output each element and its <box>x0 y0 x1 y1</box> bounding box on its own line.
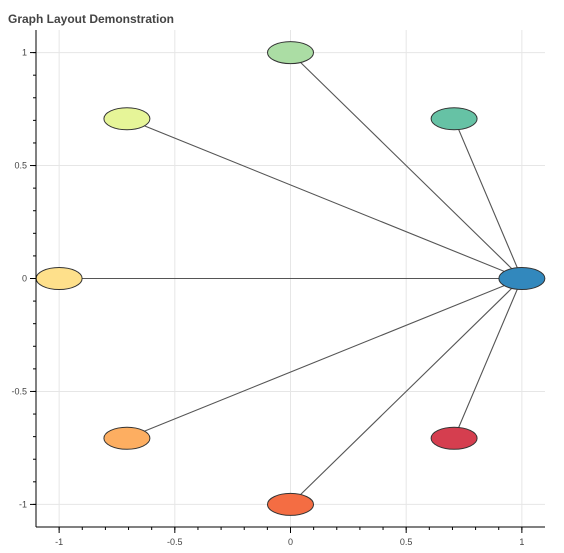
graph-node <box>267 41 314 65</box>
y-tick-label: 0.5 <box>14 161 27 171</box>
graph-node <box>103 426 151 450</box>
graph-edge <box>453 118 523 279</box>
y-tick-label: 1 <box>22 48 27 58</box>
x-tick-label: 0.5 <box>400 537 413 547</box>
graph-edge <box>453 278 523 439</box>
x-tick-label: 1 <box>519 537 524 547</box>
graph-node <box>103 107 151 131</box>
y-tick-label: -0.5 <box>11 386 27 396</box>
graph-node <box>430 107 478 131</box>
graph-node <box>498 267 546 290</box>
x-tick-label: -1 <box>55 537 63 547</box>
chart-title: Graph Layout Demonstration <box>8 12 175 26</box>
graph-node <box>35 267 83 290</box>
x-tick-label: 0 <box>288 537 293 547</box>
graph-edge <box>126 277 523 439</box>
graph-node <box>267 492 314 516</box>
graph-edge <box>126 118 523 280</box>
x-tick-label: -0.5 <box>167 537 183 547</box>
nodes <box>35 41 546 516</box>
y-tick-label: -1 <box>19 499 27 509</box>
graph-edge <box>290 278 523 505</box>
axes: -1 -0.5 0 0.5 1 -1 -0.5 0 0.5 1 <box>11 30 545 547</box>
graph-edge <box>290 52 523 279</box>
edges <box>59 52 523 505</box>
graph-node <box>430 426 478 450</box>
y-tick-label: 0 <box>22 274 27 284</box>
